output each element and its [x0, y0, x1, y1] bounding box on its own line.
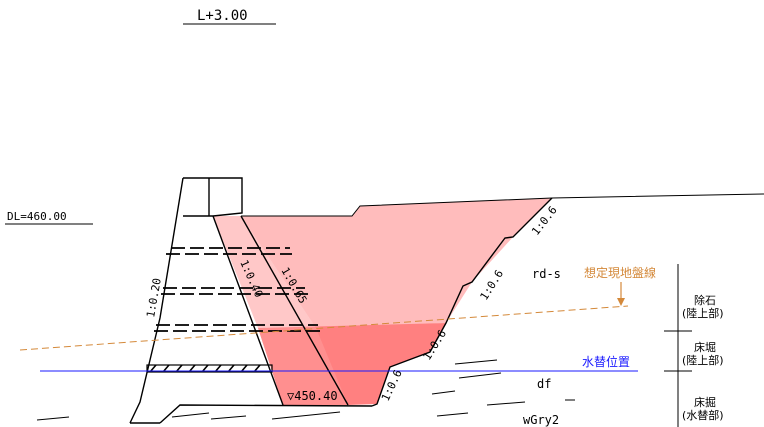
station-label: L+3.00	[197, 8, 248, 24]
geology-label-df: df	[537, 377, 551, 391]
geology-label-wgry: wGry2	[523, 413, 559, 427]
zone-1-line-1: 除石	[694, 293, 716, 307]
zone-3-line-1: 床掘	[694, 395, 716, 409]
assumed-ground-label: 想定現地盤線	[584, 265, 656, 280]
excavation-slope-line	[371, 197, 553, 407]
excavation-upper-fill	[241, 198, 552, 328]
layer-dashes	[154, 247, 320, 332]
datum-label: DL=460.00	[7, 210, 67, 223]
foundation-elevation-label: ▽450.40	[287, 389, 338, 403]
rock-texture-strokes	[36, 359, 575, 421]
zone-2-line-2: (陸上部)	[682, 353, 724, 367]
zone-3-line-2: (水替部)	[682, 408, 724, 422]
dam-inner-face	[212, 215, 284, 406]
assumed-ground-line	[19, 305, 629, 351]
assumed-ground-arrow-head	[617, 298, 625, 306]
geology-label-rd: rd-s	[532, 267, 561, 281]
zone-2-line-1: 床堀	[694, 340, 716, 354]
water-level-label: 水替位置	[582, 354, 630, 369]
zone-1-line-2: (陸上部)	[682, 306, 724, 320]
excavation-left-lower-fill	[213, 216, 348, 405]
slope-label-excavation-2: 1:0.6	[478, 268, 507, 303]
dam-base	[159, 404, 373, 424]
hatched-layer-box	[146, 364, 273, 373]
dam-crest	[183, 177, 243, 217]
ground-surface-line	[241, 193, 764, 217]
